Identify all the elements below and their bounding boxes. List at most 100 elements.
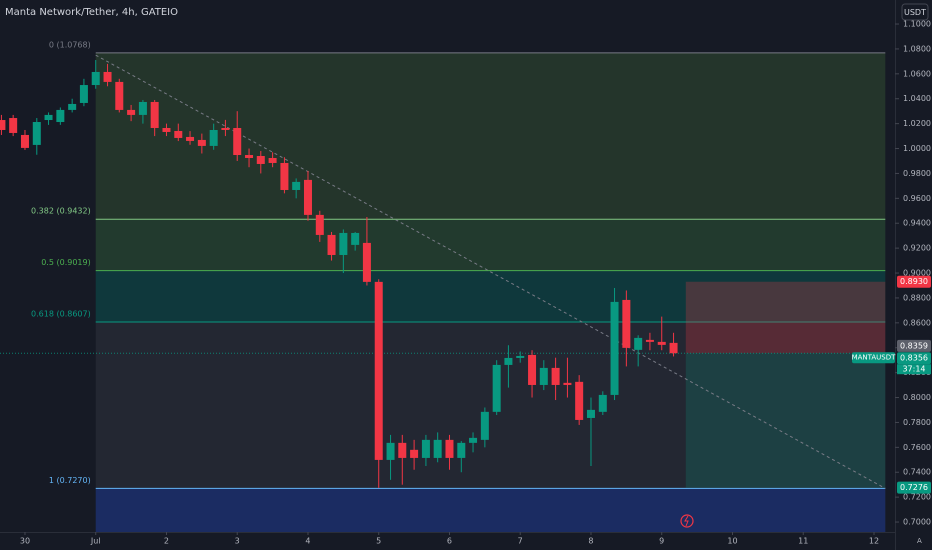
candle-body [586, 409, 595, 418]
candle-body [91, 71, 100, 86]
y-tick-label: 1.0400 [903, 94, 931, 103]
candle-body [516, 355, 525, 358]
auto-scale[interactable]: A [917, 537, 922, 545]
y-tick-label: 1.1000 [903, 20, 931, 29]
candle-body [492, 364, 501, 412]
target-zone [685, 353, 886, 488]
candle-body [103, 71, 112, 82]
candle-body [598, 394, 607, 412]
x-tick-label: 6 [447, 537, 452, 546]
x-tick-label: 10 [727, 537, 737, 546]
candle-body [504, 357, 513, 365]
candle-body [197, 139, 206, 146]
candle-body [138, 101, 147, 115]
candle-body [221, 127, 230, 130]
x-tick-label: 9 [659, 537, 664, 546]
candle-body [469, 437, 478, 443]
y-tick-label: 0.8600 [903, 318, 931, 327]
y-tick-label: 0.8000 [903, 393, 931, 402]
fib-label: 1 (0.7270) [49, 476, 91, 485]
candle-body [362, 242, 371, 282]
candle-body [528, 354, 537, 385]
price-badge-label: 0.8930 [900, 277, 928, 286]
candle-body [351, 232, 360, 245]
candle-body [374, 281, 383, 460]
event-icon[interactable] [680, 514, 694, 528]
candle-body [44, 114, 53, 121]
candle-body [386, 442, 395, 460]
fib-label: 0.5 (0.9019) [41, 258, 91, 267]
fib-zone [95, 270, 886, 322]
candle-body [68, 103, 77, 110]
y-tick-label: 0.7000 [903, 518, 931, 527]
price-badge-label: 0.7276 [900, 483, 928, 492]
event-icon [684, 515, 689, 527]
candle-body [539, 367, 548, 385]
y-tick-label: 0.9000 [903, 269, 931, 278]
candle-body [622, 299, 631, 348]
y-tick-label: 0.9200 [903, 244, 931, 253]
price-badge-label: 0.8359 [900, 341, 928, 350]
fib-zone [95, 321, 886, 489]
y-tick-label: 0.9600 [903, 194, 931, 203]
candle-body [32, 122, 41, 145]
candle-body [280, 162, 289, 190]
candle-body [433, 439, 442, 458]
currency-button[interactable] [901, 3, 929, 21]
y-tick-label: 0.7200 [903, 493, 931, 502]
fib-label: 0.618 (0.8607) [31, 309, 91, 318]
candle-body [480, 411, 489, 440]
y-tick-label: 0.8800 [903, 293, 931, 302]
y-tick-label: 0.9800 [903, 169, 931, 178]
candle-body [150, 101, 159, 128]
fib-label: 0 (1.0768) [49, 40, 91, 49]
x-tick-label: 11 [798, 537, 808, 546]
x-tick-label: 3 [235, 537, 240, 546]
x-tick-label: Jul [90, 537, 101, 546]
y-tick-label: 1.0000 [903, 144, 931, 153]
y-tick-label: 0.7400 [903, 468, 931, 477]
candle-body [9, 118, 18, 133]
candle-body [551, 367, 560, 385]
candle-body [292, 181, 301, 190]
candle-body [115, 81, 124, 110]
price-badge-label: 0.8356 [900, 354, 928, 363]
candle-body [339, 232, 348, 255]
y-tick-label: 1.0600 [903, 69, 931, 78]
candle-body [162, 127, 171, 132]
candle-body [645, 339, 654, 342]
fib-zone [95, 219, 886, 271]
candle-body [209, 129, 218, 146]
fib-label: 0.382 (0.9432) [31, 207, 91, 216]
fib-zone [95, 52, 886, 220]
y-tick-label: 1.0800 [903, 44, 931, 53]
candle-body [245, 155, 254, 158]
candle-body [398, 442, 407, 458]
candle-body [634, 337, 643, 350]
candle-body [56, 109, 65, 123]
y-tick-label: 0.7800 [903, 418, 931, 427]
x-tick-label: 8 [588, 537, 593, 546]
candle-body [315, 214, 324, 235]
price-badge [897, 352, 931, 365]
candle-body [657, 341, 666, 345]
candle-body [186, 136, 195, 141]
plot-area: 0 (1.0768) 0.382 (0.9432) 0.5 (0.9019) 0.61… [0, 40, 895, 532]
candle-body [457, 442, 466, 458]
x-tick-label: 7 [518, 537, 523, 546]
x-tick-label: 4 [305, 537, 310, 546]
candle-body [610, 301, 619, 395]
y-tick-label: 0.7600 [903, 443, 931, 452]
x-tick-label: 12 [869, 537, 879, 546]
countdown: 37:14 [902, 365, 925, 374]
candle-body [563, 382, 572, 385]
currency-label[interactable]: USDT [904, 8, 926, 17]
x-tick-label: 5 [376, 537, 381, 546]
y-tick-label: 1.0200 [903, 119, 931, 128]
fib-zone [95, 488, 886, 532]
chart-title: Manta Network/Tether, 4h, GATEIO [5, 7, 178, 18]
candle-body [669, 342, 678, 354]
stop-zone [685, 281, 886, 354]
